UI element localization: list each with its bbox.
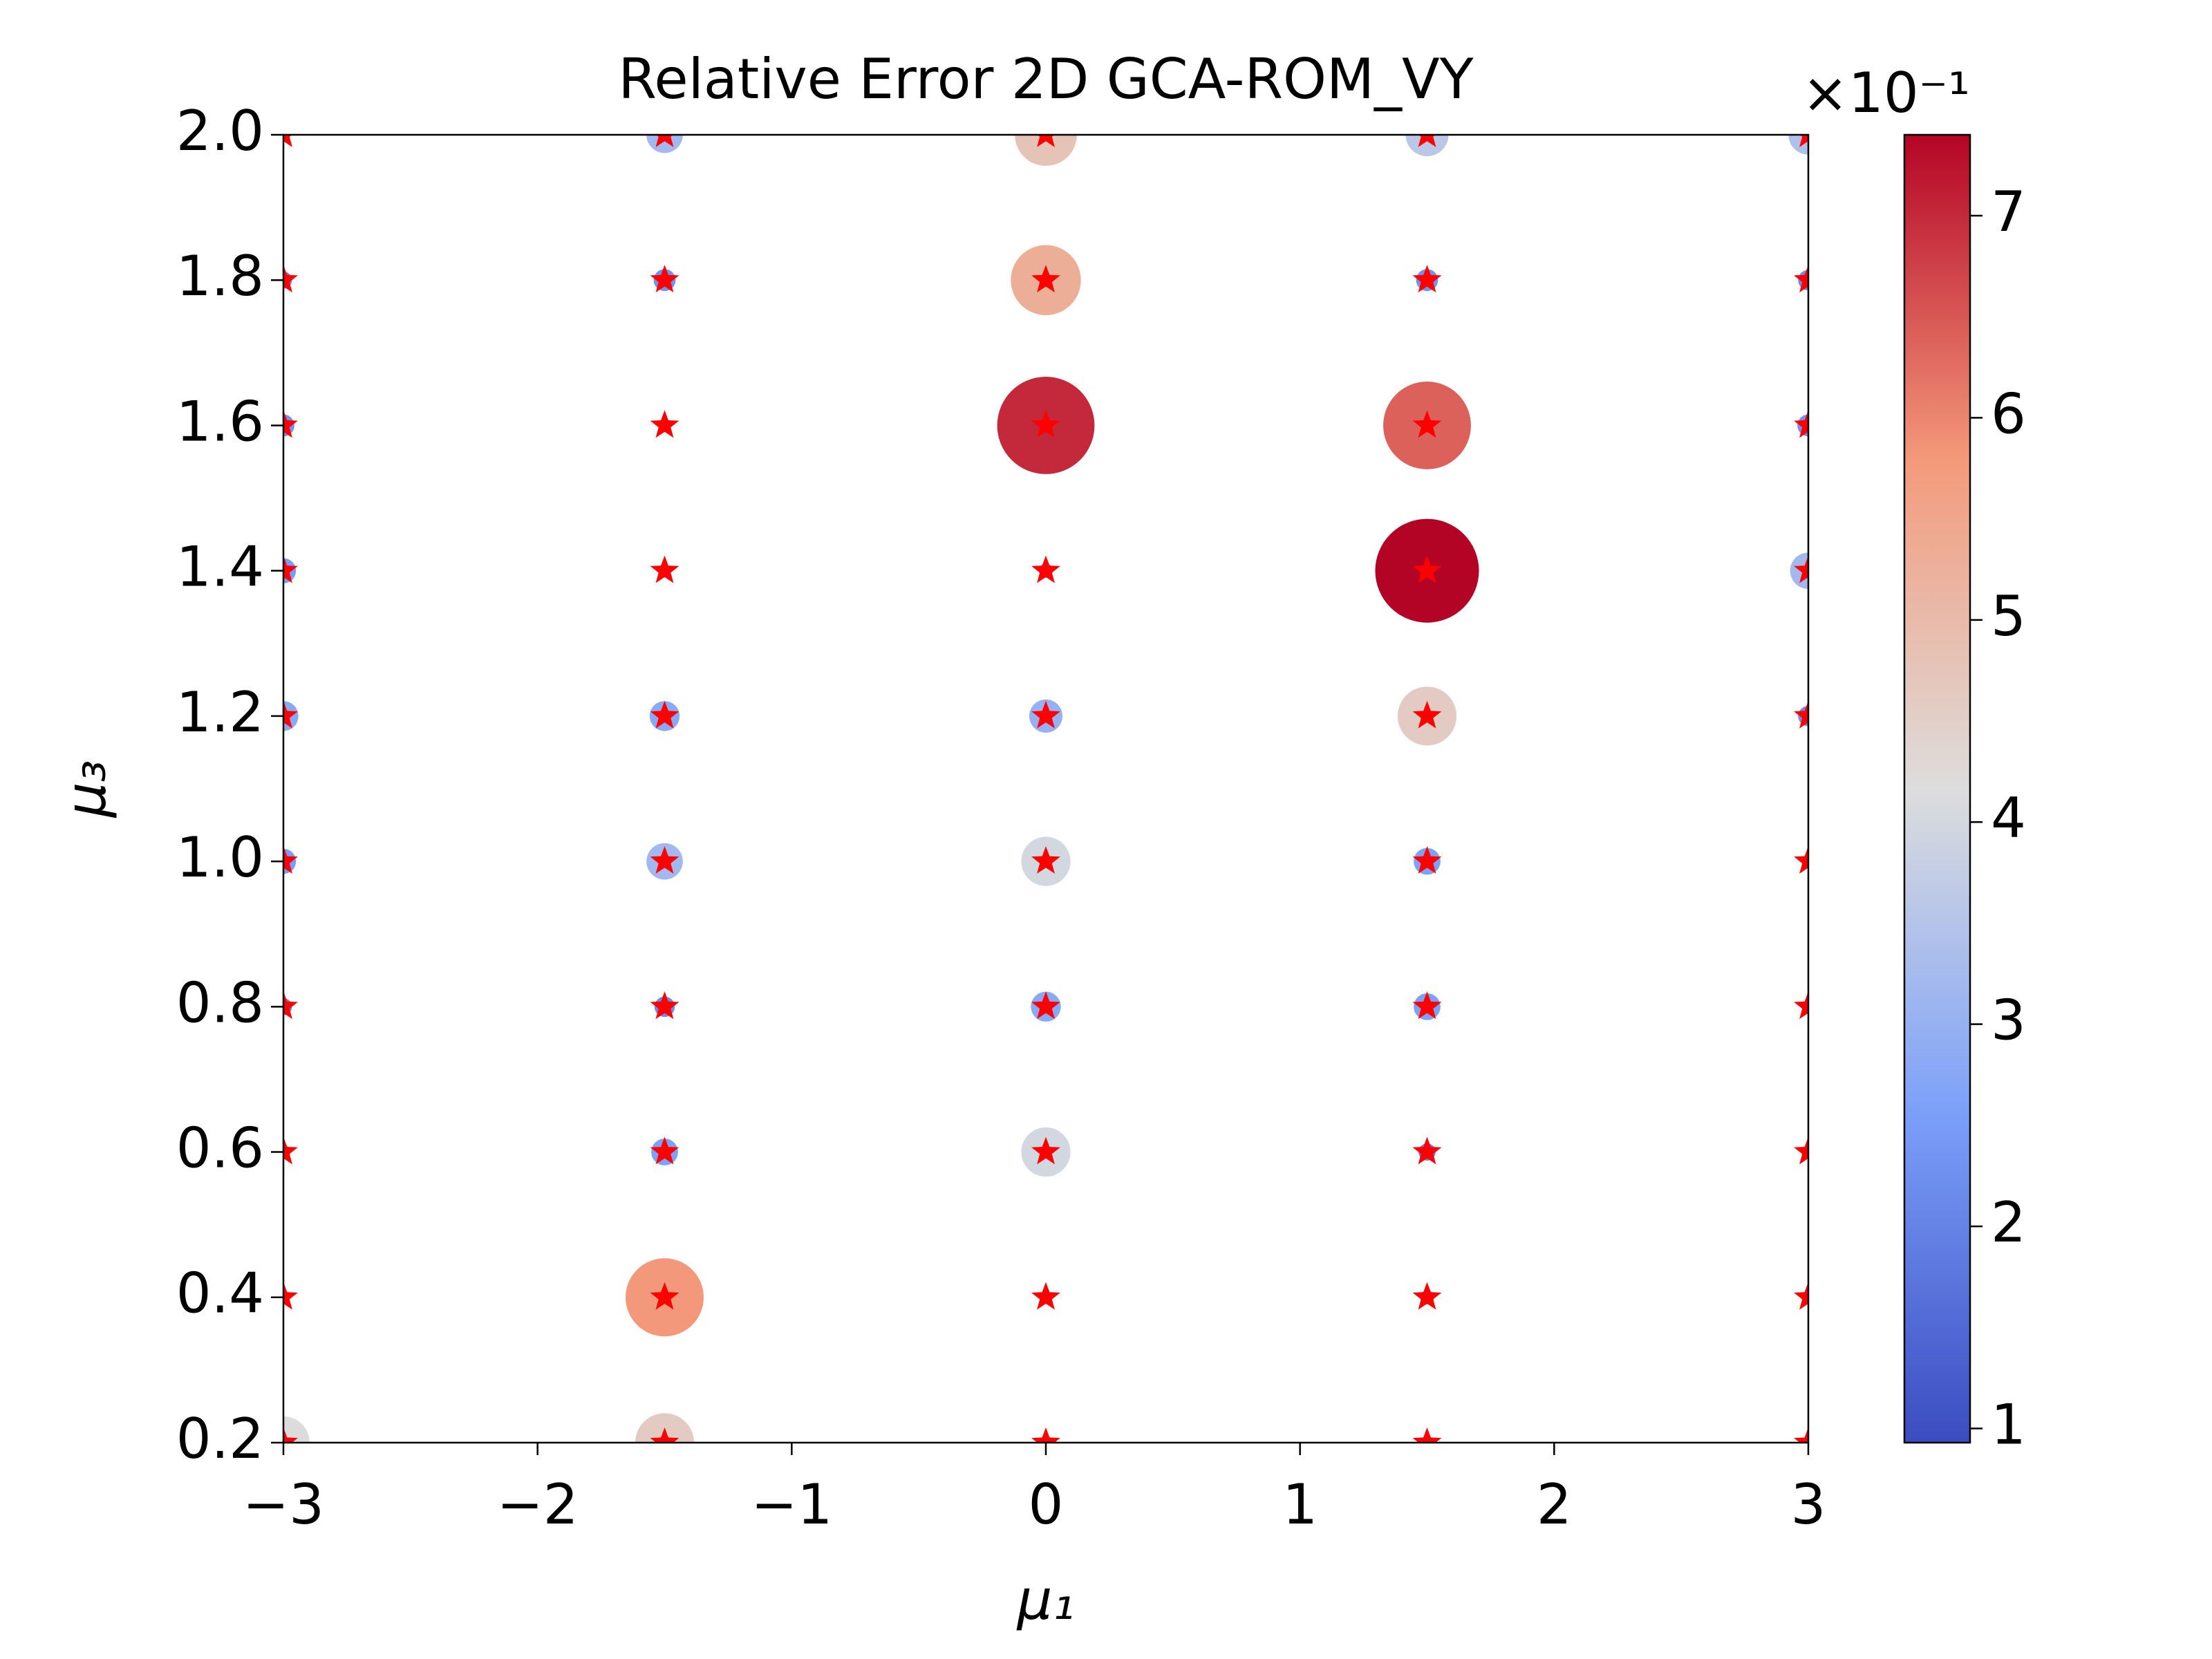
y-tick-label: 0.4 [176,1262,264,1326]
y-tick-label: 2.0 [176,99,264,163]
x-tick-label: 0 [1029,1472,1064,1537]
sample-star [1031,1282,1060,1310]
sample-star [650,1136,679,1165]
y-tick-label: 1.8 [176,244,264,308]
y-tick-label: 1.2 [176,680,264,744]
sample-star [1031,846,1060,874]
y-tick-label: 1.0 [176,825,264,890]
sample-star [1412,700,1442,729]
sample-star [1412,265,1442,292]
x-tick-label: 2 [1537,1472,1572,1537]
sample-star [1794,700,1808,729]
y-tick-label: 1.4 [176,535,264,599]
sample-star [650,846,679,874]
sample-star [283,410,298,438]
sample-star [283,846,298,874]
error-bubble [1015,135,1077,166]
sample-star [283,1282,298,1310]
y-axis-label: μ₃ [54,760,118,819]
sample-star [650,410,679,438]
sample-star [1794,1136,1808,1165]
colorbar-tick-label: 4 [1991,786,2026,850]
y-tick-label: 1.6 [176,389,264,453]
chart-title: Relative Error 2D GCA-ROM_VY [618,47,1474,111]
sample-star [650,1427,679,1443]
sample-star [1412,555,1442,583]
x-axis-label: μ₁ [1016,1568,1075,1632]
x-tick-label: −3 [243,1472,324,1537]
sample-star [283,265,298,292]
y-tick-label: 0.2 [176,1407,264,1471]
sample-star [1031,991,1060,1020]
sample-star [1031,1427,1060,1443]
y-tick-label: 0.8 [176,971,264,1035]
colorbar-tick-label: 6 [1991,382,2026,446]
axes-frame [282,133,1810,1444]
sample-star [1412,991,1442,1020]
sample-star [1794,1427,1808,1443]
sample-star [1031,265,1060,292]
sample-star [650,265,679,292]
sample-star [1412,1136,1442,1165]
sample-star [283,1136,298,1165]
y-tick-label: 0.6 [176,1116,264,1181]
colorbar-tick-label: 5 [1991,584,2026,648]
sample-star [1031,700,1060,729]
sample-star [1412,1427,1442,1443]
sample-star [655,135,674,147]
sample-star [283,1427,298,1443]
x-tick-label: 3 [1791,1472,1826,1537]
sample-star [283,135,292,147]
sample-star [1799,135,1808,147]
x-tick-label: 1 [1282,1472,1318,1537]
sample-star [283,991,298,1020]
colorbar-tick-label: 7 [1991,180,2026,244]
sample-star [1794,991,1808,1020]
sample-star [1412,1282,1442,1310]
colorbar [1903,133,1971,1444]
sample-star [283,555,298,583]
colorbar-tick-label: 1 [1991,1392,2026,1456]
error-bubble [283,1416,310,1443]
sample-star [1037,135,1055,147]
sample-star [1794,1282,1808,1310]
sample-star [650,555,679,583]
sample-star [1031,1136,1060,1165]
sample-star [1794,555,1808,583]
sample-star [1031,410,1060,438]
sample-star [1031,555,1060,583]
sample-star [650,991,679,1020]
colorbar-tick-label: 3 [1991,988,2026,1053]
plot-area [283,135,1808,1443]
sample-star [1412,846,1442,874]
sample-star [650,1282,679,1310]
sample-star [1412,410,1442,438]
sample-star [1794,265,1808,292]
error-bubble [646,135,683,153]
sample-star [1418,135,1436,147]
x-tick-label: −2 [497,1472,579,1537]
sample-star [650,700,679,729]
colorbar-tick-label: 2 [1991,1190,2026,1255]
x-tick-label: −1 [751,1472,832,1537]
sample-star [1794,410,1808,438]
sample-star [1794,846,1808,874]
colorbar-offset: ×10⁻¹ [1802,61,1970,125]
error-bubble [1405,135,1449,156]
sample-star [283,700,298,729]
